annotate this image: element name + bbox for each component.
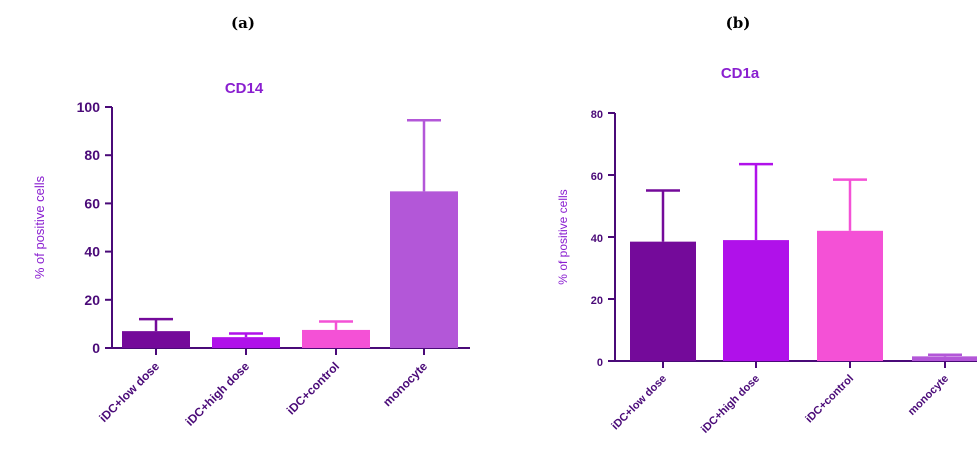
bar-cd14-1: [212, 337, 280, 348]
y-tick-label: 20: [84, 292, 100, 308]
y-tick-label: 40: [84, 244, 100, 260]
bar-cd14-3: [390, 191, 458, 348]
x-category-label: iDC+low dose: [609, 373, 669, 433]
y-tick-label: 60: [591, 171, 603, 183]
bar-cd1a-2: [817, 230, 883, 361]
x-category-label: iDC+high dose: [699, 373, 762, 436]
bar-cd1a-3: [912, 356, 977, 361]
chart-cd14: CD14 % of positive cells 0 20 40 60 80 100 iDC+l…: [32, 80, 470, 429]
x-category-label: monocyte: [906, 373, 951, 418]
y-tick-label: 100: [77, 99, 101, 115]
bar-cd14-0: [122, 331, 190, 348]
y-tick-label: 60: [84, 195, 100, 211]
y-axis-title: % of positive cells: [556, 189, 570, 284]
y-tick-label: 0: [92, 340, 100, 356]
y-tick-label: 80: [84, 147, 100, 163]
chart-title: CD14: [225, 80, 264, 97]
x-category-label: iDC+high dose: [183, 359, 253, 429]
x-category-label: iDC+control: [803, 373, 856, 426]
y-axis-title: % of positive cells: [32, 175, 47, 279]
bar-cd1a-1: [723, 240, 789, 361]
y-tick-label: 40: [591, 233, 603, 245]
y-tick-label: 0: [597, 357, 603, 369]
x-category-label: monocyte: [380, 359, 430, 409]
panel-letter-b: (b): [726, 14, 751, 32]
chart-cd1a: CD1a % of positive cells 0 20 40 60 80 iDC+low …: [556, 65, 977, 436]
bar-cd1a-0: [630, 241, 696, 361]
y-tick-label: 20: [591, 295, 603, 307]
chart-title: CD1a: [721, 65, 760, 82]
bar-cd14-2: [302, 329, 370, 348]
panel-letter-a: (a): [231, 14, 255, 32]
y-tick-label: 80: [591, 109, 603, 121]
x-category-label: iDC+control: [284, 359, 342, 417]
x-category-label: iDC+low dose: [96, 359, 162, 425]
